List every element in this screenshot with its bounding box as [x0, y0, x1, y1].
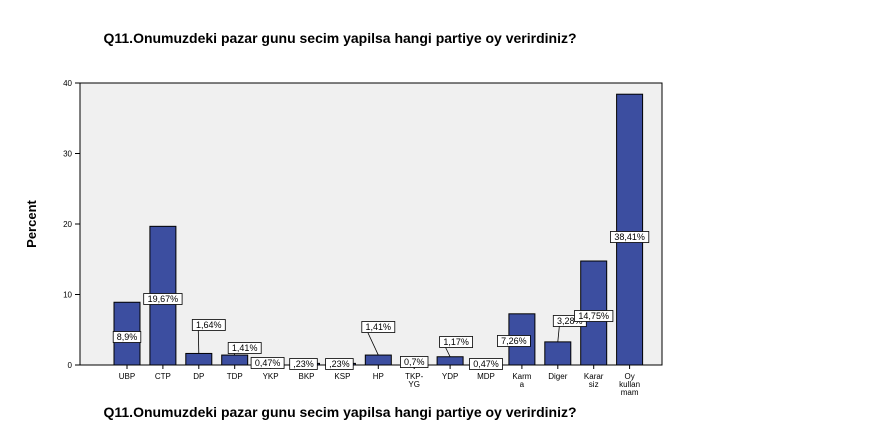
y-tick-label: 40 — [63, 79, 72, 88]
y-tick-label: 30 — [63, 150, 72, 159]
data-label: 1,41% — [361, 321, 396, 333]
data-label-text: 1,17% — [443, 337, 469, 347]
x-tick-label: DP — [193, 372, 204, 381]
data-label: 8,9% — [112, 331, 142, 343]
data-label: ,23% — [289, 358, 318, 370]
data-label-text: 14,75% — [578, 311, 609, 321]
bar — [616, 93, 644, 366]
bar — [544, 341, 572, 366]
bar — [436, 356, 464, 366]
data-label: 0,47% — [469, 358, 503, 370]
x-tick-label: Karar siz — [584, 372, 604, 389]
data-label: 38,41% — [610, 231, 650, 243]
x-tick-label: YKP — [263, 372, 279, 381]
data-label: 7,26% — [496, 335, 531, 347]
data-label: ,23% — [325, 358, 354, 370]
data-label-text: ,23% — [293, 359, 314, 369]
data-label-text: 7,26% — [501, 336, 527, 346]
x-tick-label: Oy kullan mam — [619, 372, 640, 397]
x-axis-title: Q11.Onumuzdeki pazar gunu secim yapilsa … — [103, 404, 577, 420]
data-label: 1,64% — [191, 319, 226, 331]
x-tick-label: YDP — [442, 372, 458, 381]
data-label: 1,17% — [439, 336, 474, 348]
label-leader-line — [367, 332, 379, 356]
data-label-text: 3,28% — [557, 316, 583, 326]
bar — [364, 354, 392, 366]
x-tick-label: TKP-YG — [405, 372, 424, 389]
label-leader-line — [557, 326, 560, 342]
y-axis-title: Percent — [24, 199, 39, 247]
data-label: 0,47% — [250, 357, 285, 369]
x-tick-label: CTP — [155, 372, 171, 381]
data-label-text: 0,47% — [473, 359, 499, 369]
x-tick-label: Diger — [548, 372, 567, 381]
y-tick-label: 10 — [63, 291, 72, 300]
data-label-text: 19,67% — [148, 294, 179, 304]
data-label-text: 0,7% — [404, 357, 425, 367]
data-label-text: ,23% — [329, 359, 350, 369]
x-tick-label: KSP — [334, 372, 350, 381]
x-tick-label: Karm a — [512, 372, 531, 389]
x-tick-label: UBP — [119, 372, 135, 381]
data-label: 14,75% — [574, 310, 614, 322]
data-label-text: 1,64% — [196, 320, 222, 330]
data-label-text: 38,41% — [614, 232, 645, 242]
data-label: 19,67% — [143, 293, 183, 305]
y-tick-label: 0 — [68, 361, 73, 370]
chart-title: Q11.Onumuzdeki pazar gunu secim yapilsa … — [103, 30, 577, 46]
x-tick-label: BKP — [298, 372, 314, 381]
bar — [221, 354, 249, 366]
y-tick-label: 20 — [63, 220, 72, 229]
bar — [185, 352, 213, 366]
data-label: 1,41% — [227, 342, 262, 354]
data-label-text: 0,47% — [255, 358, 281, 368]
data-label-text: 1,41% — [232, 343, 258, 353]
x-tick-label: MDP — [477, 372, 495, 381]
data-label-text: 8,9% — [117, 332, 138, 342]
label-leader-line — [445, 347, 451, 357]
data-label: 0,7% — [399, 356, 429, 368]
x-tick-label: TDP — [227, 372, 243, 381]
data-label-text: 1,41% — [366, 322, 392, 332]
label-leader-line — [197, 330, 200, 354]
x-tick-label: HP — [373, 372, 384, 381]
